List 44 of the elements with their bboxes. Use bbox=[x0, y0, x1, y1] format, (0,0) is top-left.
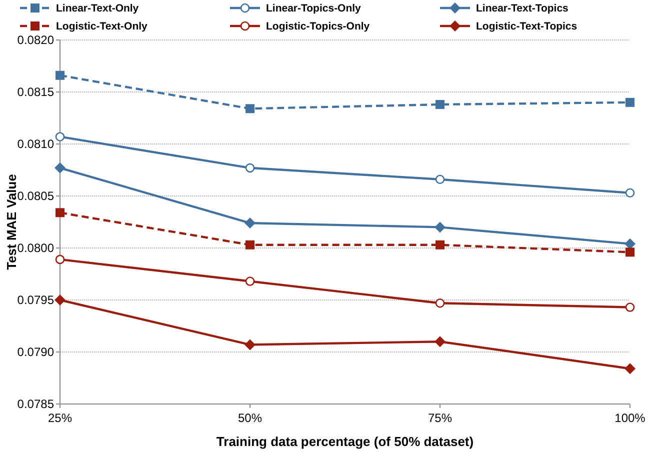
legend-label: Logistic-Text-Topics bbox=[476, 20, 578, 33]
y-tick-label: 0.0820 bbox=[17, 33, 54, 48]
point bbox=[56, 70, 64, 80]
point bbox=[435, 174, 445, 184]
point bbox=[54, 162, 66, 174]
y-tick-label: 0.0805 bbox=[17, 189, 54, 204]
point bbox=[244, 218, 256, 229]
x-tick-label: 75% bbox=[428, 411, 452, 425]
legend-label: Linear-Text-Topics bbox=[476, 2, 569, 15]
point bbox=[245, 276, 255, 286]
legend-label: Logistic-Text-Only bbox=[56, 20, 148, 33]
point bbox=[55, 254, 65, 264]
y-axis-title: Test MAE Value bbox=[4, 174, 19, 270]
y-tick-label: 0.0815 bbox=[17, 85, 54, 100]
point bbox=[436, 100, 444, 109]
point bbox=[625, 302, 635, 312]
point bbox=[244, 339, 256, 350]
legend-label: Linear-Topics-Only bbox=[266, 2, 362, 15]
point bbox=[435, 298, 445, 308]
point bbox=[245, 163, 255, 173]
point bbox=[624, 363, 636, 374]
y-tick-label: 0.0795 bbox=[17, 293, 54, 308]
x-tick-label: 50% bbox=[238, 411, 262, 425]
y-tick-label: 0.0810 bbox=[17, 137, 54, 152]
point bbox=[434, 222, 446, 233]
point bbox=[54, 294, 66, 306]
point bbox=[624, 238, 636, 250]
y-tick-label: 0.0800 bbox=[17, 241, 54, 256]
point bbox=[436, 240, 444, 250]
point bbox=[434, 336, 446, 348]
y-tick-label: 0.0785 bbox=[17, 397, 54, 412]
point bbox=[246, 240, 254, 250]
legend-label: Logistic-Topics-Only bbox=[266, 20, 370, 33]
y-tick-label: 0.0790 bbox=[17, 345, 54, 360]
legend-label: Linear-Text-Only bbox=[56, 2, 139, 15]
point bbox=[55, 132, 65, 142]
point bbox=[246, 104, 254, 114]
point bbox=[626, 248, 634, 257]
point bbox=[625, 188, 635, 198]
x-tick-label: 100% bbox=[614, 411, 646, 425]
point bbox=[626, 98, 634, 107]
point bbox=[56, 208, 64, 218]
x-axis-title: Training data percentage (of 50% dataset) bbox=[216, 434, 474, 449]
x-tick-label: 25% bbox=[48, 411, 72, 425]
